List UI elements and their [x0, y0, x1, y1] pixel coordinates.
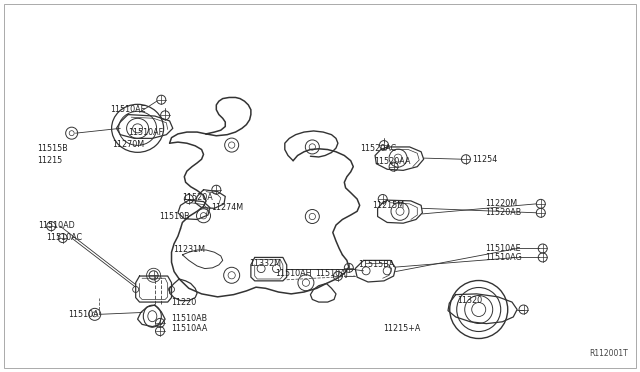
Text: 11510AE: 11510AE: [110, 105, 146, 114]
Text: 11332M: 11332M: [250, 259, 282, 268]
Text: 11215M: 11215M: [372, 201, 404, 210]
Text: 11520AB: 11520AB: [485, 208, 522, 217]
Text: 11510AG: 11510AG: [485, 253, 522, 262]
Text: 11220: 11220: [172, 298, 196, 307]
Text: 11510AA: 11510AA: [172, 324, 208, 333]
Text: 11510AF: 11510AF: [128, 128, 163, 137]
Text: 11515B: 11515B: [37, 144, 68, 153]
Text: 11220M: 11220M: [485, 199, 517, 208]
Text: 11215+A: 11215+A: [383, 324, 420, 333]
Text: 11270M: 11270M: [112, 140, 144, 149]
Text: 11510A: 11510A: [68, 310, 99, 319]
Text: 11510AH: 11510AH: [275, 269, 312, 278]
Text: 11274M: 11274M: [211, 203, 243, 212]
Text: 11320: 11320: [458, 296, 483, 305]
Text: 11510AJ: 11510AJ: [315, 269, 348, 278]
Text: 11510B: 11510B: [159, 212, 189, 221]
Text: 11254: 11254: [472, 155, 497, 164]
Text: 11520AA: 11520AA: [374, 157, 411, 166]
Text: 11231M: 11231M: [173, 246, 205, 254]
Text: 11510AD: 11510AD: [38, 221, 75, 230]
Text: 11520A: 11520A: [182, 193, 213, 202]
Text: 11215: 11215: [37, 156, 62, 165]
Text: 11510AC: 11510AC: [46, 233, 82, 242]
Text: 11510AB: 11510AB: [172, 314, 207, 323]
Text: 11520AC: 11520AC: [360, 144, 396, 153]
Text: R112001T: R112001T: [589, 349, 628, 358]
Text: 11510AE: 11510AE: [485, 244, 521, 253]
Text: 11515BA: 11515BA: [358, 260, 395, 269]
